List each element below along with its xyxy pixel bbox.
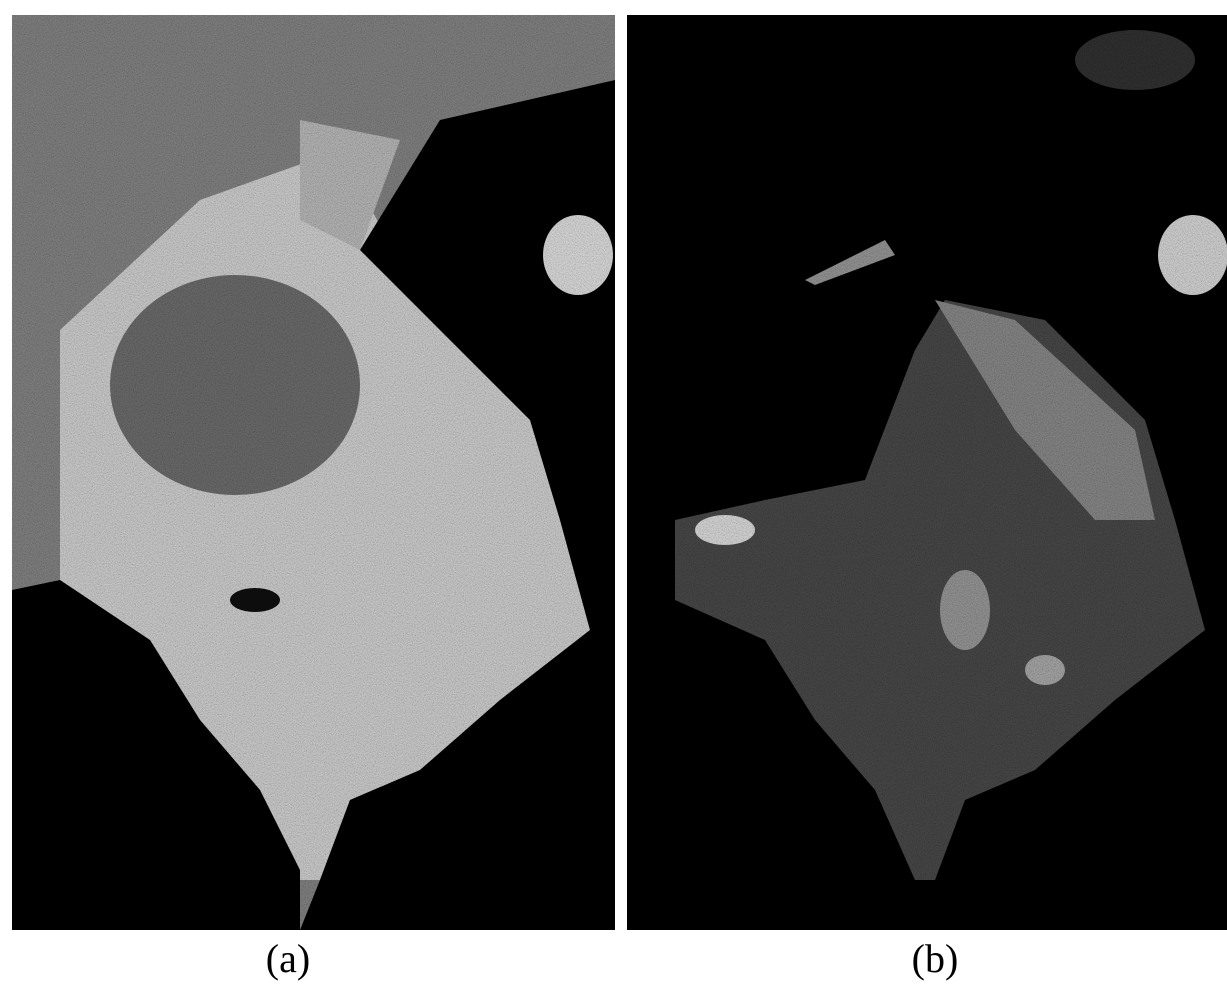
panel-label: (b) bbox=[912, 936, 959, 981]
panel-b-image bbox=[627, 15, 1227, 930]
panel-label: (a) bbox=[266, 936, 310, 981]
figure: (a) (b) bbox=[0, 0, 1227, 985]
panel-a-image bbox=[12, 15, 615, 930]
